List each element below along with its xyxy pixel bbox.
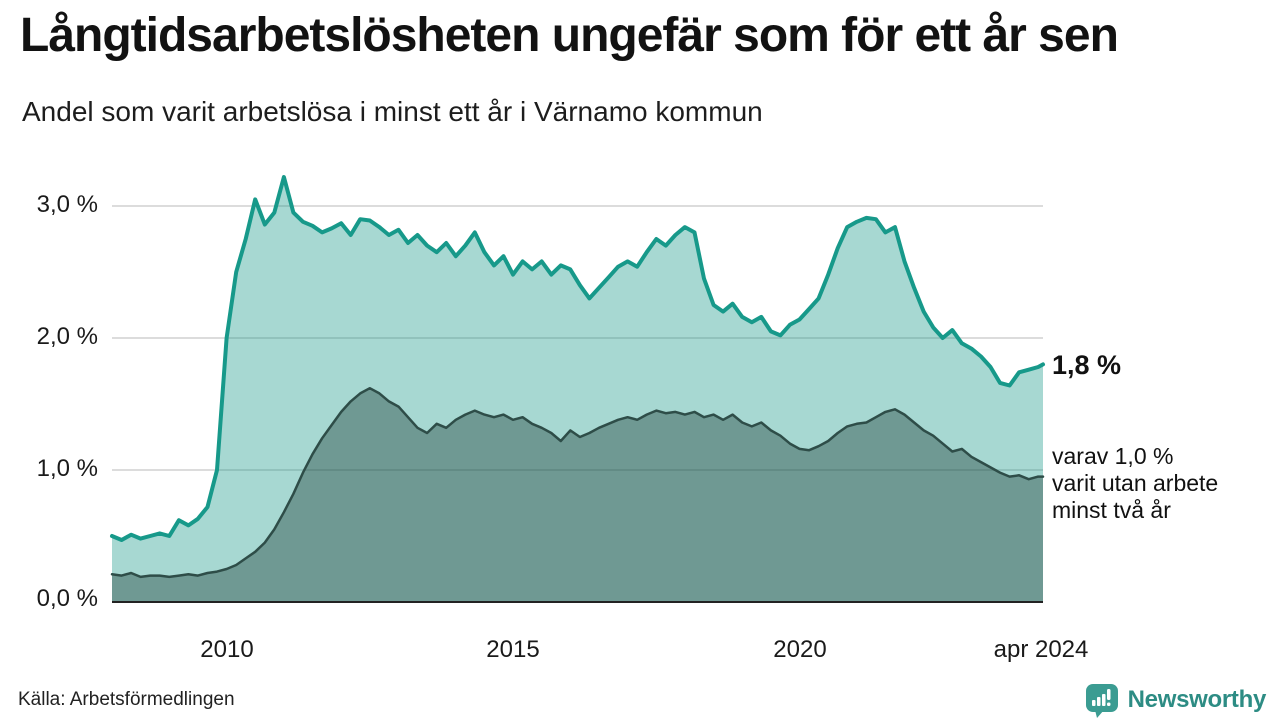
end-value-label: 1,8 % [1052, 350, 1122, 380]
x-axis-tick: 2010 [200, 636, 254, 663]
y-axis-tick: 2,0 % [36, 323, 98, 350]
newsworthy-logo[interactable]: Newsworthy [1083, 682, 1266, 718]
y-axis-tick: 1,0 % [36, 455, 98, 482]
page-title: Långtidsarbetslösheten ungefär som för e… [20, 9, 1119, 62]
y-axis-tick: 3,0 % [36, 191, 98, 218]
newsworthy-logo-text: Newsworthy [1127, 686, 1267, 713]
x-axis-tick: apr 2024 [993, 636, 1089, 663]
x-axis-tick: 2015 [486, 636, 540, 663]
x-axis-tick: 2020 [773, 636, 827, 663]
chart-subtitle: Andel som varit arbetslösa i minst ett å… [22, 96, 763, 127]
end-sublabel: varav 1,0 % varit utan arbete minst två … [1052, 443, 1219, 523]
source-note: Källa: Arbetsförmedlingen [18, 689, 235, 710]
y-axis-tick: 0,0 % [36, 585, 98, 612]
newsworthy-logo-icon [1085, 684, 1118, 718]
